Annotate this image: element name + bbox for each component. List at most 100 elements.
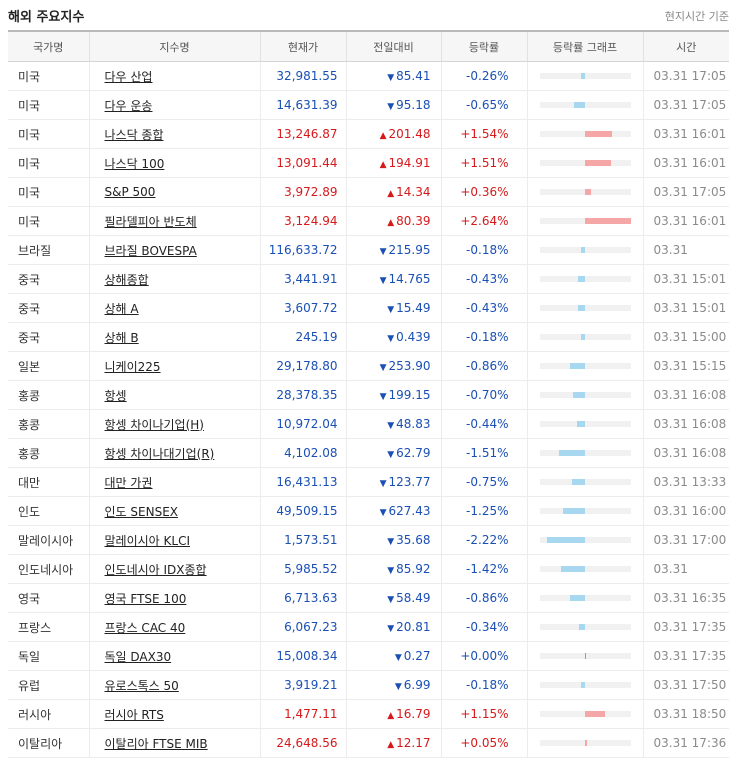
- rate-cell: -2.22%: [441, 525, 528, 555]
- table-body: 미국 다우 산업 32,981.55 ▼ 85.41 -0.26% 03.31 17:05 미…: [8, 61, 729, 758]
- change-value: 194.91: [388, 156, 431, 170]
- rate-cell: +0.36%: [441, 177, 528, 207]
- change-value: 6.99: [403, 678, 431, 692]
- change-cell: ▲ 16.79: [346, 699, 442, 729]
- rate-cell: +1.15%: [441, 699, 528, 729]
- index-name-link[interactable]: 항셍 차이나기업(H): [104, 417, 204, 432]
- rate-graph-cell: [527, 641, 644, 671]
- price-cell: 4,102.08: [260, 438, 347, 468]
- rate-bar-track: [539, 508, 631, 514]
- change-cell: ▼ 20.81: [346, 612, 442, 642]
- rate-cell: +0.05%: [441, 728, 528, 758]
- price-cell: 29,178.80: [260, 351, 347, 381]
- table-row: 홍콩 항셍 차이나대기업(R) 4,102.08 ▼ 62.79 -1.51% 03.31 …: [8, 438, 729, 468]
- price-cell: 10,972.04: [260, 409, 347, 439]
- index-name-link[interactable]: 인도네시아 IDX종합: [104, 562, 207, 577]
- rate-cell: -0.26%: [441, 61, 528, 91]
- index-name-cell: 프랑스 CAC 40: [89, 612, 261, 642]
- country-cell: 중국: [8, 293, 90, 323]
- triangle-down-icon: ▼: [387, 73, 395, 83]
- price-cell: 15,008.34: [260, 641, 347, 671]
- rate-graph-cell: [527, 206, 644, 236]
- index-name-link[interactable]: 영국 FTSE 100: [104, 591, 187, 606]
- index-name-link[interactable]: 유로스톡스 50: [104, 678, 179, 693]
- rate-cell: -0.75%: [441, 467, 528, 497]
- index-name-link[interactable]: 나스닥 100: [104, 156, 165, 171]
- price-cell: 5,985.52: [260, 554, 347, 584]
- triangle-up-icon: ▲: [387, 711, 395, 721]
- index-name-link[interactable]: 상해종합: [104, 272, 149, 287]
- rate-cell: +1.54%: [441, 119, 528, 149]
- change-value: 123.77: [388, 475, 431, 489]
- table-row: 유럽 유로스톡스 50 3,919.21 ▼ 6.99 -0.18% 03.31 17:50: [8, 670, 729, 700]
- time-cell: 03.31 17:05: [643, 90, 729, 120]
- price-cell: 116,633.72: [260, 235, 347, 265]
- table-header-row: 국가명 지수명 현재가 전일대비 등락률 등락률 그래프 시간: [8, 30, 729, 62]
- country-cell: 인도네시아: [8, 554, 90, 584]
- column-header-country: 국가명: [8, 30, 90, 62]
- rate-cell: -1.42%: [441, 554, 528, 584]
- triangle-down-icon: ▼: [387, 334, 395, 344]
- change-value: 14.765: [388, 272, 431, 286]
- rate-cell: -0.65%: [441, 90, 528, 120]
- change-cell: ▼ 0.27: [346, 641, 442, 671]
- table-row: 브라질 브라질 BOVESPA 116,633.72 ▼ 215.95 -0.18% 03.…: [8, 235, 729, 265]
- index-name-link[interactable]: S&P 500: [104, 185, 156, 199]
- index-name-cell: 상해종합: [89, 264, 261, 294]
- index-name-cell: 필라델피아 반도체: [89, 206, 261, 236]
- time-cell: 03.31 15:15: [643, 351, 729, 381]
- change-value: 85.41: [396, 69, 431, 83]
- country-cell: 말레이시아: [8, 525, 90, 555]
- table-row: 중국 상해종합 3,441.91 ▼ 14.765 -0.43% 03.31 15:01: [8, 264, 729, 294]
- index-name-cell: S&P 500: [89, 177, 261, 207]
- time-cell: 03.31 18:50: [643, 699, 729, 729]
- triangle-up-icon: ▲: [379, 160, 387, 170]
- change-cell: ▼ 85.41: [346, 61, 442, 91]
- time-cell: 03.31 16:35: [643, 583, 729, 613]
- rate-cell: +0.00%: [441, 641, 528, 671]
- index-name-link[interactable]: 이탈리아 FTSE MIB: [104, 736, 208, 751]
- index-name-link[interactable]: 대만 가권: [104, 475, 153, 490]
- table-row: 프랑스 프랑스 CAC 40 6,067.23 ▼ 20.81 -0.34% 03.31 1…: [8, 612, 729, 642]
- rate-graph-cell: [527, 699, 644, 729]
- index-name-link[interactable]: 다우 산업: [104, 69, 153, 84]
- rate-bar: [585, 160, 611, 166]
- index-name-cell: 영국 FTSE 100: [89, 583, 261, 613]
- index-name-link[interactable]: 인도 SENSEX: [104, 504, 179, 519]
- index-name-cell: 이탈리아 FTSE MIB: [89, 728, 261, 758]
- index-name-link[interactable]: 상해 A: [104, 301, 139, 316]
- change-cell: ▼ 15.49: [346, 293, 442, 323]
- index-name-link[interactable]: 독일 DAX30: [104, 649, 172, 664]
- index-name-link[interactable]: 러시아 RTS: [104, 707, 164, 722]
- index-name-link[interactable]: 필라델피아 반도체: [104, 214, 197, 229]
- rate-graph-cell: [527, 380, 644, 410]
- time-cell: 03.31 17:05: [643, 61, 729, 91]
- table-row: 홍콩 항셍 28,378.35 ▼ 199.15 -0.70% 03.31 16:08: [8, 380, 729, 410]
- table-row: 독일 독일 DAX30 15,008.34 ▼ 0.27 +0.00% 03.31 17:3…: [8, 641, 729, 671]
- table-row: 미국 S&P 500 3,972.89 ▲ 14.34 +0.36% 03.31 17:05: [8, 177, 729, 207]
- rate-cell: -0.43%: [441, 293, 528, 323]
- rate-bar-track: [539, 566, 631, 572]
- index-name-link[interactable]: 프랑스 CAC 40: [104, 620, 186, 635]
- rate-bar-track: [539, 73, 631, 79]
- price-cell: 32,981.55: [260, 61, 347, 91]
- index-name-link[interactable]: 다우 운송: [104, 98, 153, 113]
- index-name-link[interactable]: 말레이시아 KLCI: [104, 533, 191, 548]
- index-name-link[interactable]: 브라질 BOVESPA: [104, 243, 197, 258]
- change-cell: ▼ 253.90: [346, 351, 442, 381]
- change-value: 15.49: [396, 301, 431, 315]
- time-cell: 03.31 15:00: [643, 322, 729, 352]
- triangle-down-icon: ▼: [379, 479, 387, 489]
- index-name-link[interactable]: 항셍 차이나대기업(R): [104, 446, 215, 461]
- index-name-link[interactable]: 니케이225: [104, 359, 161, 374]
- index-name-link[interactable]: 상해 B: [104, 330, 139, 345]
- index-name-cell: 대만 가권: [89, 467, 261, 497]
- index-name-link[interactable]: 항셍: [104, 388, 127, 403]
- change-cell: ▲ 201.48: [346, 119, 442, 149]
- index-name-link[interactable]: 나스닥 종합: [104, 127, 164, 142]
- table-row: 미국 나스닥 100 13,091.44 ▲ 194.91 +1.51% 03.31 16:…: [8, 148, 729, 178]
- change-value: 199.15: [388, 388, 431, 402]
- country-cell: 유럽: [8, 670, 90, 700]
- price-cell: 49,509.15: [260, 496, 347, 526]
